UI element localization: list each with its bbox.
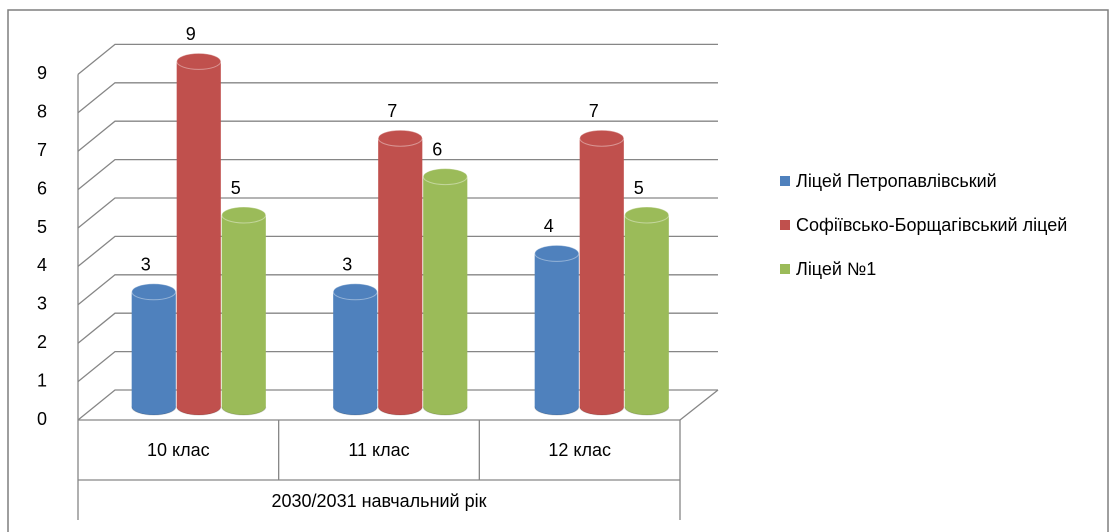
group-label: 2030/2031 навчальний рік [272,491,487,511]
bar-shade [422,406,468,416]
floor-edge [679,389,719,421]
bar [579,129,625,416]
bar-body [534,253,579,407]
data-label: 3 [141,255,151,275]
x-tick-label: 11 клас [348,440,409,460]
bar-top [624,206,670,224]
legend-swatch [780,264,790,274]
bar [534,244,580,416]
y-tick-label: 3 [37,294,47,314]
legend-label: Ліцей Петропавлівський [796,171,997,191]
chart-border [7,9,1109,532]
bar-shade [176,406,222,416]
grid-segment [77,312,718,344]
bar [332,283,378,416]
legend-swatch [780,176,790,186]
bar-top [176,52,222,70]
grid-segment [77,120,718,152]
bar-shade [624,406,670,416]
grid-line [77,235,718,267]
grid-line [77,312,718,344]
grid-segment [77,350,718,383]
y-tick-label: 6 [37,178,47,198]
grid-line [77,158,718,191]
grid-segment [77,389,718,421]
y-tick-label: 2 [37,332,47,352]
data-label: 5 [231,178,241,198]
y-tick-label: 4 [37,255,47,275]
bar-top [221,206,267,224]
y-tick-label: 9 [37,63,47,83]
legend-item: Софіївсько-Борщагівський ліцей [776,208,1086,242]
bar-body [423,176,468,407]
bar [624,206,670,416]
grid-line [77,82,718,114]
bar-shade [332,406,378,416]
bar [422,168,468,416]
bar [221,206,267,416]
bar-shade [131,406,177,416]
bar-top [131,283,177,301]
data-label: 7 [589,101,599,121]
data-label: 5 [634,178,644,198]
data-label: 6 [432,139,442,159]
bar-shade [221,406,267,416]
y-tick-label: 8 [37,102,47,122]
grid-line [77,197,718,229]
y-tick-label: 5 [37,217,47,237]
grid-segment [77,82,718,114]
bar-body [579,138,624,407]
y-tick-label: 7 [37,140,47,160]
grid-segment [77,274,718,306]
bar-shade [534,406,580,416]
data-label: 4 [544,216,554,236]
legend-label: Софіївсько-Борщагівський ліцей [796,215,1068,235]
grid-segment [77,197,718,229]
x-tick-label: 10 клас [147,440,210,460]
grid-segment [77,158,718,191]
y-tick-label: 1 [37,370,47,390]
legend-swatch [780,220,790,230]
legend-item: Ліцей Петропавлівський [776,164,1086,198]
data-label: 7 [387,101,397,121]
legend-item: Ліцей №1 [776,252,1086,286]
bar-top [377,129,423,147]
bar-top [534,244,580,262]
grid-line [77,389,718,421]
legend-label: Ліцей №1 [796,259,877,279]
y-tick-label: 0 [37,409,47,429]
grid-line [77,120,718,152]
data-label: 9 [186,24,196,44]
grid-line [77,350,718,383]
bar-body [624,215,669,407]
bar-top [332,283,378,301]
x-tick-label: 12 клас [548,440,611,460]
bar-shade [579,406,625,416]
bar [131,283,177,416]
bar-top [422,168,468,186]
bar-body [176,61,221,408]
bar-shade [377,406,423,416]
grid-segment [77,235,718,267]
bar [377,129,423,416]
bar-body [378,138,423,407]
bar-body [221,215,266,407]
grid-line [77,43,718,75]
bar [176,52,222,416]
bar-body [333,291,378,407]
legend: Ліцей Петропавлівський Софіївсько-Борщагі… [776,164,1086,296]
bar-top [579,129,625,147]
grid-line [77,274,718,306]
bar-body [131,291,176,407]
data-label: 3 [342,255,352,275]
grid-segment [77,43,718,75]
